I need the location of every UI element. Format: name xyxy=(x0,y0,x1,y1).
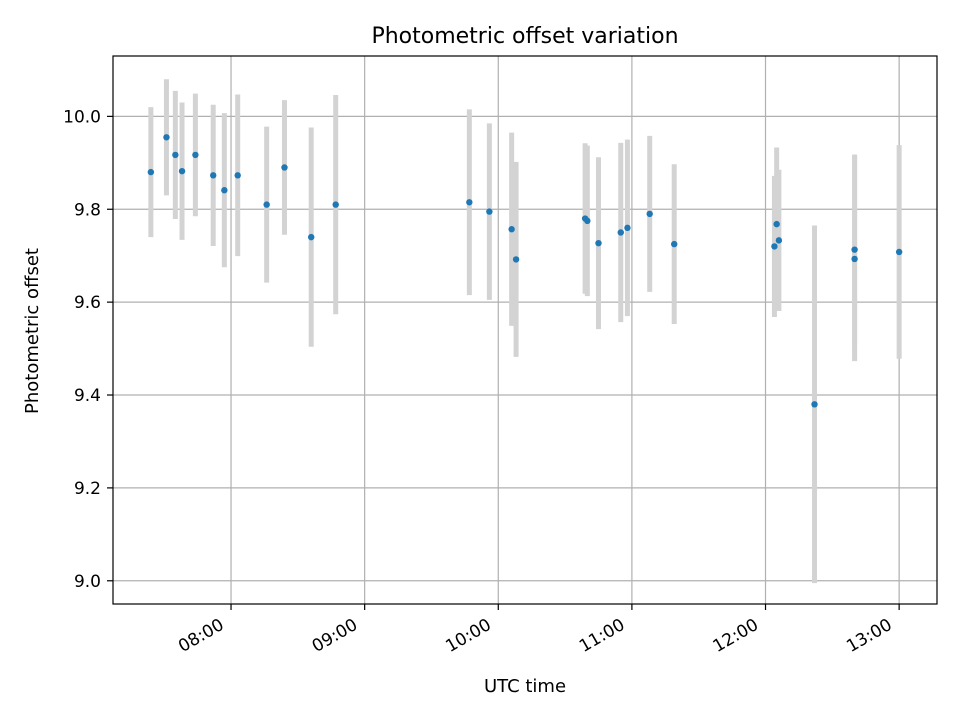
data-point xyxy=(775,237,783,244)
data-point xyxy=(221,187,228,194)
data-point xyxy=(508,226,515,233)
data-point xyxy=(646,210,653,218)
data-point xyxy=(671,240,678,248)
data-point xyxy=(178,167,186,175)
data-point xyxy=(595,239,602,247)
y-tick-label: 9.0 xyxy=(74,572,101,592)
data-point xyxy=(332,201,339,208)
data-point xyxy=(308,233,315,241)
data-point xyxy=(234,172,241,179)
data-point xyxy=(773,220,780,228)
y-tick-label: 10.0 xyxy=(63,107,101,127)
chart-title: Photometric offset variation xyxy=(371,24,678,49)
grid xyxy=(113,56,937,604)
data-point xyxy=(584,217,591,225)
data-point xyxy=(895,248,903,256)
y-tick-label: 9.2 xyxy=(74,479,101,499)
y-axis-label: Photometric offset xyxy=(22,248,43,414)
data-point xyxy=(486,208,493,215)
data-point xyxy=(466,199,473,206)
y-tick-label: 9.4 xyxy=(74,386,101,406)
data-point xyxy=(263,201,270,208)
data-point xyxy=(771,243,778,250)
data-points xyxy=(147,134,903,408)
data-point xyxy=(192,151,199,159)
data-point xyxy=(172,151,179,159)
y-tick-label: 9.6 xyxy=(74,293,101,313)
data-point xyxy=(851,255,858,263)
data-point xyxy=(281,164,288,171)
data-point xyxy=(512,256,520,263)
data-point xyxy=(851,246,858,253)
data-point xyxy=(617,229,624,236)
data-point xyxy=(147,168,155,176)
x-axis-label: UTC time xyxy=(484,676,566,697)
y-tick-label: 9.8 xyxy=(74,200,101,220)
data-point xyxy=(163,134,170,141)
data-point xyxy=(624,224,631,232)
data-point xyxy=(210,172,217,179)
data-point xyxy=(811,401,818,408)
plot-area-frame xyxy=(112,55,938,605)
